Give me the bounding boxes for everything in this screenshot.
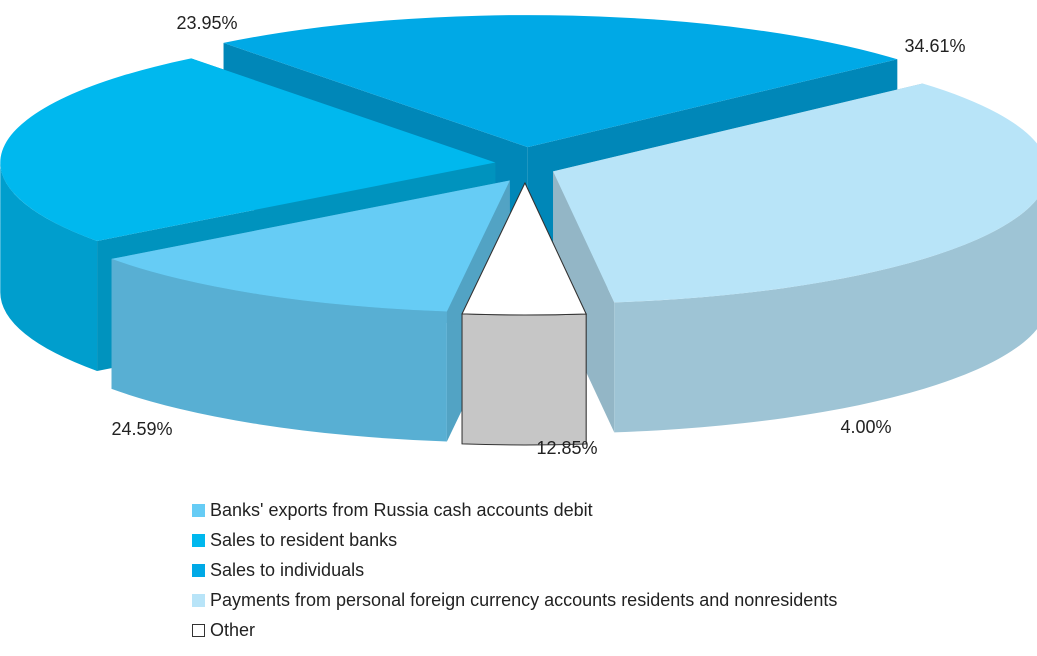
legend-label-resident-banks: Sales to resident banks [210,529,398,550]
legend-item-resident-banks: Sales to resident banks [192,525,837,555]
legend: Banks' exports from Russia cash accounts… [192,495,837,645]
pie-chart: 12.85% 24.59% 23.95% 34.61% 4.00% [0,13,1037,458]
slice-label-banks-exports: 12.85% [536,438,597,458]
slice-label-personal-accounts: 34.61% [904,36,965,56]
slice-label-individuals: 23.95% [176,13,237,33]
legend-label-personal-accounts: Payments from personal foreign currency … [210,589,838,610]
legend-label-other: Other [210,619,256,640]
slice-resident-banks [0,58,496,241]
legend-swatch-individuals [192,563,205,577]
slice-label-other: 4.00% [840,417,891,437]
slice-other [461,181,587,316]
legend-item-other: Other [192,615,837,645]
slice-labels: 12.85% 24.59% 23.95% 34.61% 4.00% [111,13,965,458]
legend-swatch-banks-exports [192,503,205,517]
legend-item-personal-accounts: Payments from personal foreign currency … [192,585,837,615]
legend-swatch-personal-accounts [192,593,205,607]
legend-item-banks-exports: Banks' exports from Russia cash accounts… [192,495,837,525]
slice-personal-accounts [553,83,1037,303]
legend-item-individuals: Sales to individuals [192,555,837,585]
slice-tops [0,15,1037,316]
legend-swatch-other [192,623,205,637]
legend-swatch-resident-banks [192,533,205,547]
slice-label-resident-banks: 24.59% [111,419,172,439]
legend-label-individuals: Sales to individuals [210,559,365,580]
slice-banks-exports [111,180,510,312]
slice-individuals [223,15,898,148]
legend-label-banks-exports: Banks' exports from Russia cash accounts… [210,499,593,520]
